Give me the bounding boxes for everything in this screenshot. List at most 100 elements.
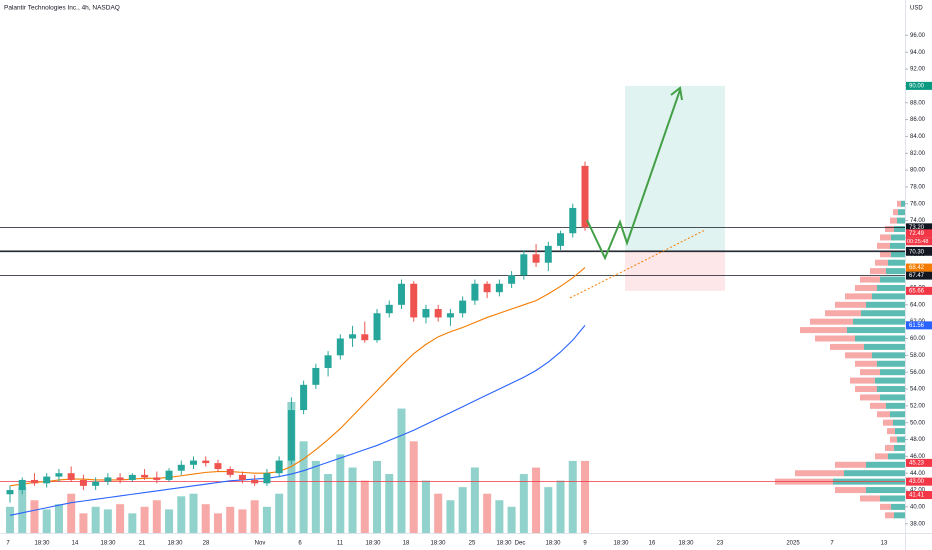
profile-up xyxy=(844,470,905,477)
y-tick-label: 42.00 xyxy=(910,488,926,494)
x-tick-label: 7 xyxy=(6,541,10,547)
candle-body xyxy=(263,473,271,484)
price-badge-label: 68.42 xyxy=(909,265,925,271)
volume-bar xyxy=(30,500,39,533)
level-badge xyxy=(906,247,932,256)
y-tick-label: 92.00 xyxy=(910,67,926,73)
profile-up xyxy=(893,419,905,426)
candle-body xyxy=(422,309,430,318)
price-badge-label: 61.56 xyxy=(909,323,925,329)
x-tick-label: 14 xyxy=(72,541,79,547)
volume-bar xyxy=(446,500,455,533)
profile-down xyxy=(835,487,866,494)
profile-down xyxy=(890,436,897,443)
candle-body xyxy=(397,283,405,305)
y-tick-label: 54.00 xyxy=(910,387,926,393)
profile-down xyxy=(875,453,888,460)
volume-bar xyxy=(324,474,333,533)
volume-bar xyxy=(116,504,125,533)
volume-bar xyxy=(287,402,296,533)
profile-down xyxy=(835,301,866,308)
volume-bar xyxy=(165,509,174,533)
price-badge xyxy=(906,286,932,295)
volume-bar xyxy=(18,487,27,533)
x-tick-label: 18:30 xyxy=(167,541,183,547)
profile-down xyxy=(815,335,855,342)
x-tick-label: 18:30 xyxy=(613,541,629,547)
profile-up xyxy=(894,512,905,519)
profile-up xyxy=(897,217,905,224)
profile-up xyxy=(866,461,905,468)
x-tick-label: 18:30 xyxy=(545,541,561,547)
profile-up xyxy=(898,209,905,216)
candle-body xyxy=(361,334,369,341)
candle-body xyxy=(508,275,516,284)
volume-bar xyxy=(458,487,467,533)
profile-up xyxy=(886,268,905,275)
volume-bar xyxy=(250,500,259,533)
trend-projection xyxy=(569,229,706,299)
profile-down xyxy=(885,444,894,451)
profile-down xyxy=(835,461,866,468)
candle-body xyxy=(446,313,454,318)
level-badge xyxy=(906,223,932,232)
profile-up xyxy=(880,394,905,401)
x-tick-label: 18:30 xyxy=(34,541,50,547)
profile-up xyxy=(891,251,905,258)
candle-body xyxy=(153,477,161,480)
candle-body xyxy=(6,490,14,495)
volume-bar xyxy=(128,513,137,533)
y-tick-label: 38.00 xyxy=(910,521,926,527)
y-tick-label: 44.00 xyxy=(910,471,926,477)
y-tick-label: 86.00 xyxy=(910,117,926,123)
profile-down xyxy=(877,411,890,418)
x-tick-label: 18:30 xyxy=(678,541,694,547)
profile-down xyxy=(855,360,877,367)
profile-down xyxy=(870,268,886,275)
candle-body xyxy=(544,245,552,263)
candle-body xyxy=(324,355,332,368)
y-tick-label: 76.00 xyxy=(910,201,926,207)
volume-bar xyxy=(213,513,222,533)
profile-down xyxy=(860,369,880,376)
profile-up xyxy=(875,377,905,384)
y-tick-label: 84.00 xyxy=(910,134,926,140)
profile-up xyxy=(894,226,905,233)
y-tick-label: 56.00 xyxy=(910,370,926,376)
profile-up xyxy=(880,495,905,502)
volume-bar xyxy=(397,408,406,533)
x-tick-label: 18:30 xyxy=(365,541,381,547)
volume-bar xyxy=(434,493,443,533)
profile-down xyxy=(845,293,872,300)
candle-body xyxy=(18,479,26,491)
profile-down xyxy=(885,512,894,519)
volume-bar xyxy=(79,513,88,533)
candle-body xyxy=(190,460,198,465)
volume-bar xyxy=(519,474,528,533)
volume-bar xyxy=(507,506,516,533)
candle-body xyxy=(373,313,381,341)
candle-body xyxy=(495,283,503,293)
profile-down xyxy=(880,251,891,258)
profile-down xyxy=(860,276,880,283)
x-tick-label: 6 xyxy=(298,541,302,547)
candle-body xyxy=(434,309,442,318)
candle-body xyxy=(312,367,320,385)
price-badge xyxy=(906,321,932,330)
profile-up xyxy=(891,503,905,510)
candle-body xyxy=(165,470,173,480)
volume-bar xyxy=(409,441,418,533)
candle-body xyxy=(116,477,124,480)
level-badge xyxy=(906,477,932,486)
x-tick-label: 28 xyxy=(203,541,210,547)
stop-zone xyxy=(625,251,725,291)
price-badge xyxy=(906,458,932,467)
profile-up xyxy=(886,402,905,409)
x-tick-label: 21 xyxy=(139,541,146,547)
profile-up xyxy=(872,352,905,359)
profile-up xyxy=(866,487,905,494)
candle-body xyxy=(581,165,589,228)
profile-down xyxy=(860,495,880,502)
profile-down xyxy=(855,386,877,393)
